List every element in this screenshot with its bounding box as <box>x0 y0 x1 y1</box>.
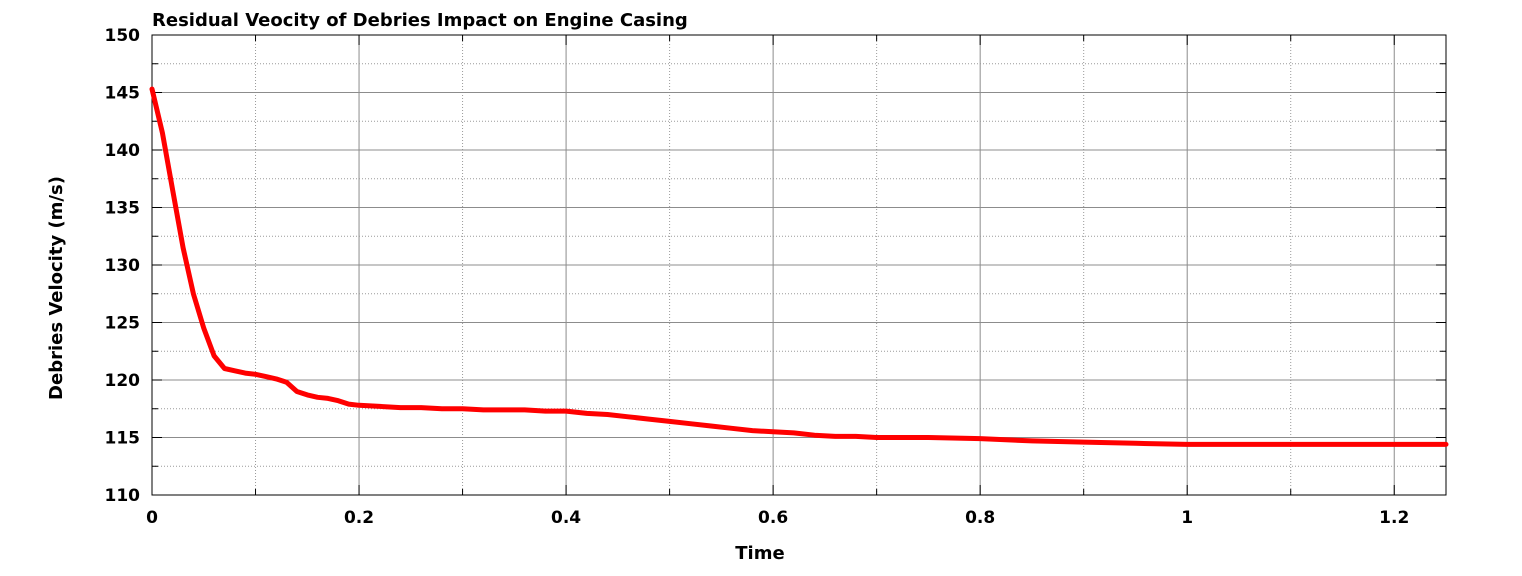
x-tick-label: 0 <box>146 508 158 528</box>
y-tick-label: 135 <box>105 199 141 219</box>
axis-ticks: 0 0.2 0.4 0.6 0.8 1 1.2 110 115 120 125 130 135 140 14… <box>105 26 1446 528</box>
x-tick-label: 0.2 <box>344 508 374 528</box>
y-tick-label: 150 <box>105 26 141 46</box>
y-tick-label: 110 <box>105 486 141 506</box>
series-line-debries-velocity <box>149 86 1449 447</box>
y-tick-label: 120 <box>105 371 141 391</box>
x-tick-label: 0.4 <box>551 508 581 528</box>
x-tick-label: 0.8 <box>965 508 995 528</box>
y-axis-label: Debries Velocity (m/s) <box>46 176 67 400</box>
x-tick-label: 1.2 <box>1379 508 1409 528</box>
series-layer <box>149 86 1449 447</box>
y-tick-label: 115 <box>105 429 141 449</box>
y-tick-label: 145 <box>105 84 141 104</box>
y-tick-label: 125 <box>105 314 141 334</box>
x-axis-label: Time <box>735 543 784 564</box>
y-tick-label: 130 <box>105 256 141 276</box>
y-tick-label: 140 <box>105 141 141 161</box>
x-tick-label: 1 <box>1181 508 1193 528</box>
grid <box>151 34 1446 496</box>
chart-title: Residual Veocity of Debries Impact on En… <box>152 10 688 31</box>
x-tick-label: 0.6 <box>758 508 788 528</box>
